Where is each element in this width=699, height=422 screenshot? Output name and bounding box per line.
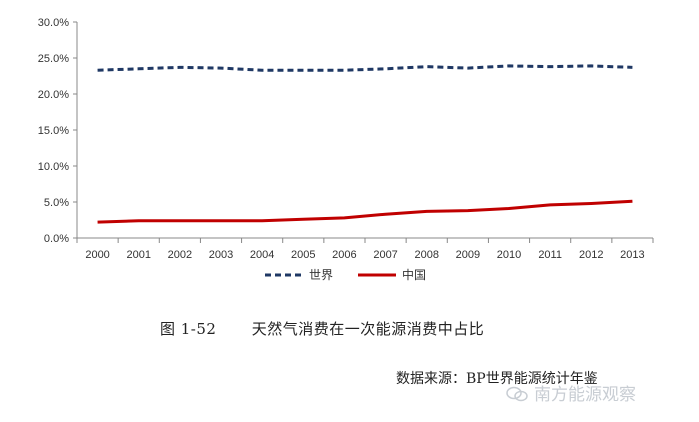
x-axis-ticks: 2000 2001 2002 2003 2004 2005 2006 2007 2008 2009… (76, 238, 654, 261)
y-tick-label: 25.0% (38, 53, 69, 65)
x-tick-label: 2010 (497, 249, 521, 261)
y-tick-label: 0.0% (44, 233, 69, 245)
series-line-world (97, 64, 633, 72)
x-tick-label: 2000 (85, 249, 109, 261)
x-tick-label: 2013 (620, 249, 644, 261)
legend-label: 中国 (402, 267, 426, 282)
figure-caption: 图 1-52 天然气消费在一次能源消费中占比 (160, 318, 484, 339)
x-tick-label: 2003 (209, 249, 233, 261)
series-line-china (97, 199, 633, 224)
x-tick-label: 2008 (414, 249, 438, 261)
figure-number: 图 1-52 (160, 320, 217, 338)
y-tick-label: 15.0% (38, 125, 69, 137)
x-tick-label: 2001 (126, 249, 150, 261)
x-tick-label: 2004 (250, 249, 274, 261)
watermark: 南方能源观察 (506, 380, 636, 405)
x-tick-label: 2007 (373, 249, 397, 261)
x-tick-label: 2002 (168, 249, 192, 261)
legend-label: 世界 (309, 268, 333, 282)
line-chart: 0.0%5.0%10.0%15.0%20.0%25.0%30.0% 2000 20… (38, 17, 654, 282)
x-tick-label: 2012 (579, 249, 603, 261)
x-tick-label: 2011 (538, 249, 562, 261)
x-tick-label: 2006 (332, 249, 356, 261)
legend: 世界 中国 (265, 267, 426, 282)
data-source: 数据来源：BP世界能源统计年鉴 (396, 371, 598, 387)
series-lines (97, 64, 633, 224)
x-tick-label: 2009 (456, 249, 480, 261)
y-tick-label: 5.0% (44, 197, 69, 209)
figure-title: 天然气消费在一次能源消费中占比 (251, 320, 485, 338)
x-tick-label: 2005 (291, 249, 315, 261)
y-tick-label: 30.0% (38, 17, 69, 29)
y-tick-label: 10.0% (38, 161, 69, 173)
y-axis-ticks: 0.0% 5.0% 10.0% 15.0% 20.0% 25.0% 30.0% (38, 17, 77, 245)
watermark-text: 南方能源观察 (534, 385, 636, 405)
wechat-icon (506, 386, 528, 402)
y-tick-label: 20.0% (38, 89, 69, 101)
